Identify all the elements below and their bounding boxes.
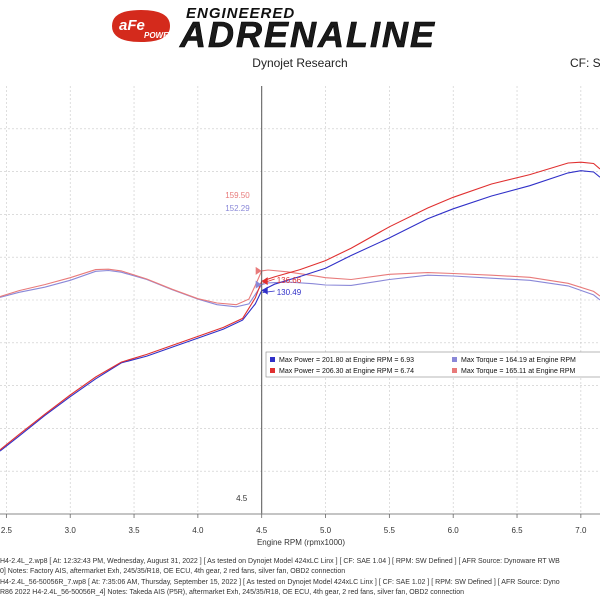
legend-entry: Max Torque = 164.19 at Engine RPM <box>461 357 576 364</box>
run-note-1: H4-2.4L_2.wp8 [ At: 12:32:43 PM, Wednesd… <box>0 558 560 565</box>
legend-swatch <box>452 368 457 373</box>
grid <box>0 86 600 514</box>
run-note-2: 0] Notes: Factory AIS, aftermarket Exh, … <box>0 568 346 575</box>
x-tick-label: 4.0 <box>192 526 204 535</box>
afe-logo: aFe POWER <box>112 10 174 42</box>
legend: Max Power = 201.80 at Engine RPM = 6.93 M… <box>265 351 600 378</box>
cursor-value-label: 130.49 <box>277 288 302 297</box>
brand-tagline-top: ENGINEERED <box>186 5 296 22</box>
cursor-value-label: 159.50 <box>225 191 250 200</box>
x-tick-label: 3.5 <box>128 526 140 535</box>
series-line-red_power <box>0 161 600 451</box>
label-leader <box>262 290 275 293</box>
run-note-4: R86 2022 H4-2.4L_56-50056R_4] Notes: Tak… <box>0 589 465 596</box>
point-labels: 159.50 152.29 136.66 130.49 <box>225 191 301 297</box>
cf-label: CF: S <box>570 56 600 70</box>
x-tick-label: 5.0 <box>320 526 332 535</box>
cursor-marker-red_torque <box>255 266 262 275</box>
brand-tagline-main: ADRENALINE <box>180 14 437 56</box>
point-markers <box>255 266 268 295</box>
legend-box <box>265 351 600 378</box>
x-tick-label: 2.5 <box>1 526 13 535</box>
run-note-3: H4-2.4L_56-50056R_7.wp8 [ At: 7:35:06 AM… <box>0 579 560 586</box>
legend-swatch <box>270 368 275 373</box>
cursor-marker-blue_power <box>261 286 268 295</box>
x-axis-label: Engine RPM (rpmx1000) <box>257 538 345 547</box>
series-lines <box>0 161 600 452</box>
cursor-label: 4.5 <box>236 494 248 503</box>
legend-swatch <box>452 357 457 362</box>
x-axis-ticks: 2.5 3.0 3.5 4.0 4.5 5.0 5.5 6.0 6.5 7.0 <box>1 514 587 535</box>
logo-sub-text: POWER <box>144 31 174 40</box>
cursor-value-label: 152.29 <box>225 204 250 213</box>
x-tick-label: 4.5 <box>256 526 268 535</box>
legend-entry: Max Power = 206.30 at Engine RPM = 6.74 <box>279 368 414 375</box>
legend-entry: Max Torque = 165.11 at Engine RPM <box>461 368 576 375</box>
x-tick-label: 7.0 <box>575 526 587 535</box>
series-line-blue_power <box>0 170 600 452</box>
series-line-red_torque <box>0 268 600 306</box>
legend-swatch <box>270 357 275 362</box>
cursor-marker-red_power <box>261 277 268 286</box>
legend-entry: Max Power = 201.80 at Engine RPM = 6.93 <box>279 357 414 364</box>
header: aFe POWER ENGINEERED ADRENALINE Dynojet … <box>0 0 600 80</box>
x-tick-label: 5.5 <box>384 526 396 535</box>
x-tick-label: 6.0 <box>448 526 460 535</box>
logo-text: aFe <box>119 17 145 34</box>
x-tick-label: 3.0 <box>65 526 77 535</box>
label-leader <box>262 278 275 284</box>
cursor-marker-blue_torque <box>255 280 262 289</box>
chart-subtitle: Dynojet Research <box>252 56 348 70</box>
x-tick-label: 6.5 <box>511 526 523 535</box>
cursor-value-label: 136.66 <box>277 276 302 285</box>
